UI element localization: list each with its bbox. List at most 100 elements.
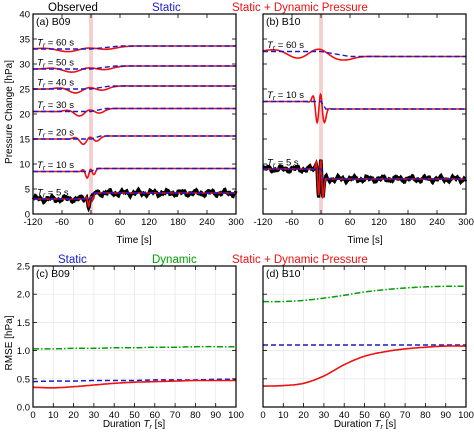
panel-d-dynamic-line <box>263 285 466 303</box>
panel-b-static-line <box>263 50 466 58</box>
panel-d-x-tick-label: 80 <box>420 410 431 421</box>
panel-d-x-tick-label: 50 <box>359 410 370 421</box>
panel-b-panel-label: (b) B10 <box>266 16 301 28</box>
panel-a-x-tick-label: 240 <box>199 217 215 228</box>
panel-d-x-tick-label: 20 <box>298 410 309 421</box>
legend-static-dynamic-bottom-label: Static + Dynamic Pressure <box>232 254 368 266</box>
panel-a-static-line <box>33 45 236 50</box>
panel-c-x-tick-label: 30 <box>89 410 100 421</box>
panel-a-x-tick-label: 60 <box>115 217 126 228</box>
panel-d-x-tick-label: 40 <box>339 410 350 421</box>
x-axis-label-b: Time [s] <box>347 235 382 246</box>
panel-c-x-tick-label: 90 <box>210 410 221 421</box>
panel-c-x-tick-label: 70 <box>170 410 181 421</box>
panel-a-trace-label: Tr = 20 s <box>37 128 74 140</box>
panel-a-static-line <box>33 65 236 70</box>
panel-b-x-tick-label: 0 <box>318 217 323 228</box>
panel-c-static-dynamic-line <box>33 379 236 389</box>
panel-a-y-tick-label: 25 <box>19 85 30 96</box>
panel-d-rmse-chart: 0 10 20 30 40 50 60 70 80 90 100 (d) B10 <box>260 265 474 421</box>
panel-a-y-tick-label: 30 <box>19 60 30 71</box>
panel-a-x-tick-label: 180 <box>170 217 186 228</box>
panel-b-event-window <box>319 14 323 214</box>
panel-c-x-tick-label: 80 <box>190 410 201 421</box>
panel-a-x-tick-label: 300 <box>228 217 244 228</box>
panel-b-observed-line <box>262 159 468 198</box>
panel-b-trace-label: Tr = 60 s <box>267 40 304 52</box>
panel-a-panel-label: (a) B09 <box>36 16 71 28</box>
panel-d-x-tick-label: 10 <box>278 410 289 421</box>
panel-a-trace-label: Tr = 50 s <box>37 58 74 70</box>
x-axis-label-c: Duration Tr [s] <box>103 419 166 431</box>
panel-a-y-tick-label: 0 <box>25 210 30 221</box>
panel-b-trace-label: Tr = 10 s <box>267 90 304 102</box>
panel-a-trace-label: Tr = 40 s <box>37 78 74 90</box>
panel-a-x-tick-label: 0 <box>88 217 93 228</box>
panel-c-y-tick-label: 2.5 <box>17 262 30 273</box>
panel-b-time-series: Tr = 60 s Tr = 10 s Tr = 5 s -120 -60 0 60 120 1… <box>253 13 474 228</box>
panel-b-x-tick-label: 240 <box>429 217 445 228</box>
panel-a-static-line <box>33 135 236 140</box>
panel-b-x-tick-label: -120 <box>253 217 272 228</box>
panel-a-trace-label: Tr = 60 s <box>37 38 74 50</box>
panel-c-rmse-chart: 0 10 20 30 40 50 60 70 80 90 100 0.0 0.5 1.0 1.5 2.0 2.5… <box>17 262 244 422</box>
panel-c-x-tick-label: 10 <box>48 410 59 421</box>
panel-c-x-tick-label: 40 <box>109 410 120 421</box>
panel-c-x-tick-label: 50 <box>129 410 140 421</box>
panel-c-x-tick-label: 100 <box>228 410 244 421</box>
panel-b-static-line <box>263 100 466 110</box>
panel-c-dynamic-line <box>33 345 236 350</box>
panel-d-x-tick-label: 90 <box>440 410 451 421</box>
x-axis-label-d: Duration Tr [s] <box>334 419 397 431</box>
panel-a-static-line <box>33 85 236 90</box>
panel-b-trace-label: Tr = 5 s <box>267 158 299 170</box>
panel-c-y-tick-label: 2.0 <box>17 290 30 301</box>
y-axis-label-top: Pressure Change [hPa] <box>4 60 15 164</box>
panel-a-y-tick-label: 10 <box>19 160 30 171</box>
panel-c-y-tick-label: 0.0 <box>17 403 30 414</box>
panel-a-time-series: Tr = 60 s Tr = 50 s Tr = 40 s Tr = 30 s Tr =… <box>19 10 244 229</box>
panel-c-panel-label: (c) B09 <box>36 268 70 280</box>
panel-a-trace-label: Tr = 10 s <box>37 160 74 172</box>
panel-d-x-tick-label: 70 <box>400 410 411 421</box>
legend-static-bottom-label: Static <box>58 254 87 266</box>
panel-c-x-tick-label: 0 <box>30 410 35 421</box>
panel-a-static-line <box>33 192 236 200</box>
panel-b-x-tick-label: 300 <box>458 217 474 228</box>
panel-b-static-line <box>263 168 466 180</box>
panel-d-x-tick-label: 60 <box>380 410 391 421</box>
panel-c-y-tick-label: 0.5 <box>17 374 30 385</box>
legend-static-dynamic-label: Static + Dynamic Pressure <box>232 2 368 14</box>
panel-a-x-tick-label: -120 <box>23 217 42 228</box>
panel-d-x-tick-label: 100 <box>458 410 474 421</box>
panel-a-y-tick-label: 5 <box>25 185 30 196</box>
panel-a-x-tick-label: -60 <box>55 217 69 228</box>
y-axis-label-bottom: RMSE [hPa] <box>4 315 15 370</box>
legend-static-label: Static <box>152 2 181 14</box>
panel-a-y-tick-label: 15 <box>19 135 30 146</box>
panel-b-x-tick-label: 60 <box>345 217 356 228</box>
panel-a-y-tick-label: 20 <box>19 110 30 121</box>
panel-d-static-dynamic-line <box>263 345 466 387</box>
panel-d-panel-label: (d) B10 <box>266 268 301 280</box>
panel-a-static-line <box>33 167 236 173</box>
panel-a-event-window <box>89 14 93 214</box>
panel-a-x-tick-label: 120 <box>141 217 157 228</box>
panel-d-x-tick-label: 0 <box>260 410 265 421</box>
panel-a-trace-label: Tr = 5 s <box>37 188 69 200</box>
panel-b-x-tick-label: 180 <box>400 217 416 228</box>
legend-observed-label: Observed <box>48 2 98 14</box>
panel-d-x-tick-label: 30 <box>319 410 330 421</box>
panel-b-x-tick-label: -60 <box>285 217 299 228</box>
panel-b-x-tick-label: 120 <box>371 217 387 228</box>
x-axis-label-a: Time [s] <box>116 235 151 246</box>
legend-dynamic-bottom-label: Dynamic <box>152 254 197 266</box>
panel-c-x-tick-label: 20 <box>68 410 79 421</box>
panel-a-y-tick-label: 35 <box>19 35 30 46</box>
panel-a-y-tick-label: 40 <box>19 10 30 21</box>
panel-a-trace-label: Tr = 30 s <box>37 100 74 112</box>
panel-c-y-tick-label: 1.0 <box>17 346 30 357</box>
panel-c-x-tick-label: 60 <box>150 410 161 421</box>
panel-c-y-tick-label: 1.5 <box>17 318 30 329</box>
